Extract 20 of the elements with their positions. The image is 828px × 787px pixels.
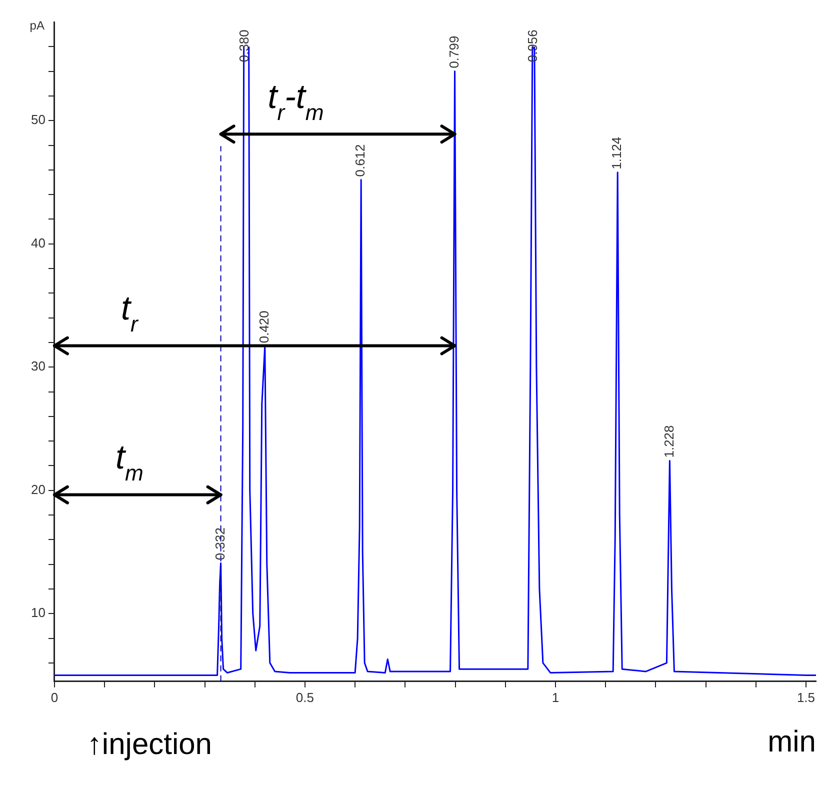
annotation: 1.124: [609, 136, 624, 170]
x-tick-label: 1.5: [796, 690, 816, 705]
annotation: 0.612: [352, 144, 368, 177]
x-tick-label: 1: [552, 690, 560, 705]
y-tick-label: 40: [30, 235, 46, 250]
x-tick-label: 0: [50, 690, 58, 705]
text: ↑injection: [86, 728, 212, 761]
x-tick-label: 0.5: [296, 690, 314, 705]
annotation: 0.799: [446, 36, 462, 68]
y-axis-title: pA: [30, 18, 44, 32]
y-tick-label: 50: [30, 112, 46, 128]
y-tick-label: 20: [30, 482, 46, 497]
y-tick-label: 30: [30, 358, 46, 374]
y-tick-label: 10: [30, 605, 46, 620]
annotation: 0.332: [212, 528, 228, 560]
annotation: 0.420: [256, 310, 272, 344]
annotation: 1.228: [661, 425, 676, 458]
x-axis-title: min: [768, 726, 816, 759]
annotation: 0.956: [525, 30, 540, 62]
annotation: 0.380: [236, 30, 252, 62]
